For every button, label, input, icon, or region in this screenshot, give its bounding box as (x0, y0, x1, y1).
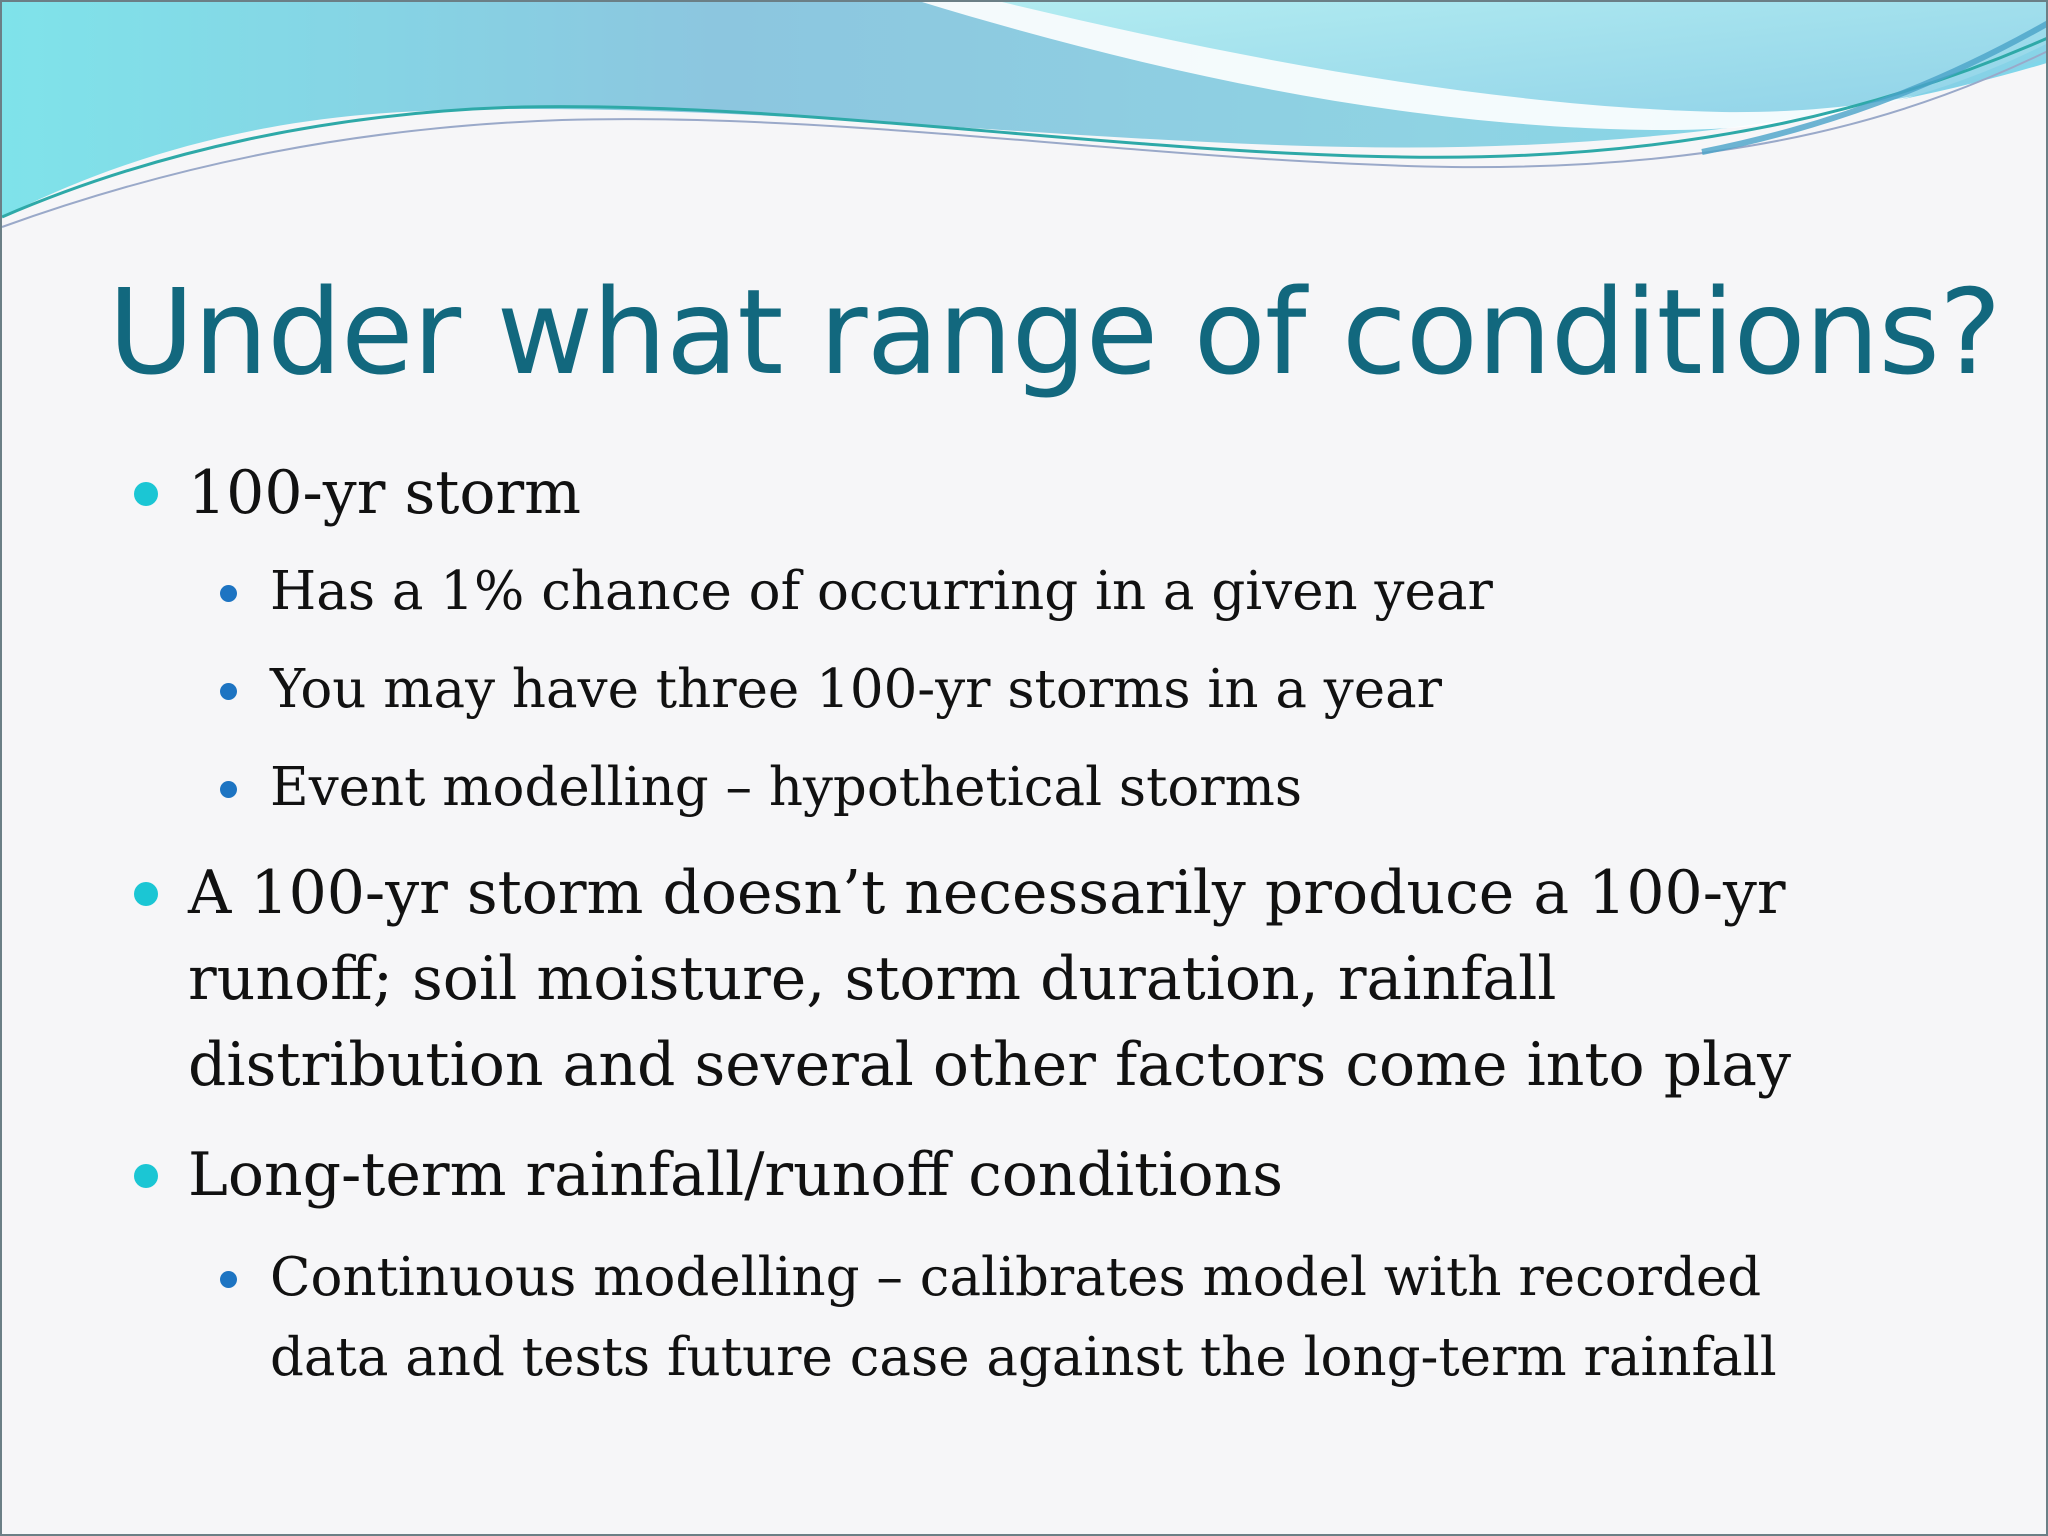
bullet-dot-icon (134, 482, 158, 506)
bullet-text: Has a 1% chance of occurring in a given … (270, 561, 1493, 622)
bullet-item: Long-term rainfall/runoff conditions (134, 1132, 2008, 1218)
bullet-item: 100-yr storm (134, 450, 2008, 536)
bullet-dot-icon (134, 1164, 158, 1188)
bullet-text-line: Continuous modelling – calibrates model … (270, 1247, 1762, 1308)
bullet-dot-icon (220, 781, 237, 798)
sub-bullet-item: Event modelling – hypothetical storms (220, 748, 2010, 828)
bullet-text: Event modelling – hypothetical storms (270, 757, 1303, 818)
wave-header-decoration (2, 2, 2046, 228)
bullet-dot-icon (220, 585, 237, 602)
bullet-text: 100-yr storm (188, 458, 582, 528)
bullet-dot-icon (220, 1271, 237, 1288)
bullet-text-line: A 100-yr storm doesn’t necessarily produ… (188, 858, 1786, 928)
bullet-item: A 100-yr storm doesn’t necessarily produ… (134, 850, 2008, 1108)
bullet-dot-icon (220, 683, 237, 700)
bullet-text-line: runoff; soil moisture, storm duration, r… (188, 944, 1557, 1014)
sub-bullet-item: Has a 1% chance of occurring in a given … (220, 552, 2010, 632)
bullet-text-line: distribution and several other factors c… (188, 1030, 1791, 1100)
bullet-dot-icon (134, 882, 158, 906)
slide-title: Under what range of conditions? (108, 263, 2002, 401)
sub-bullet-item: You may have three 100-yr storms in a ye… (220, 650, 2010, 730)
sub-bullet-item: Continuous modelling – calibrates model … (220, 1238, 2010, 1398)
bullet-text: You may have three 100-yr storms in a ye… (270, 659, 1443, 720)
bullet-text-line: data and tests future case against the l… (270, 1327, 1777, 1388)
bullet-text: Long-term rainfall/runoff conditions (188, 1140, 1284, 1210)
